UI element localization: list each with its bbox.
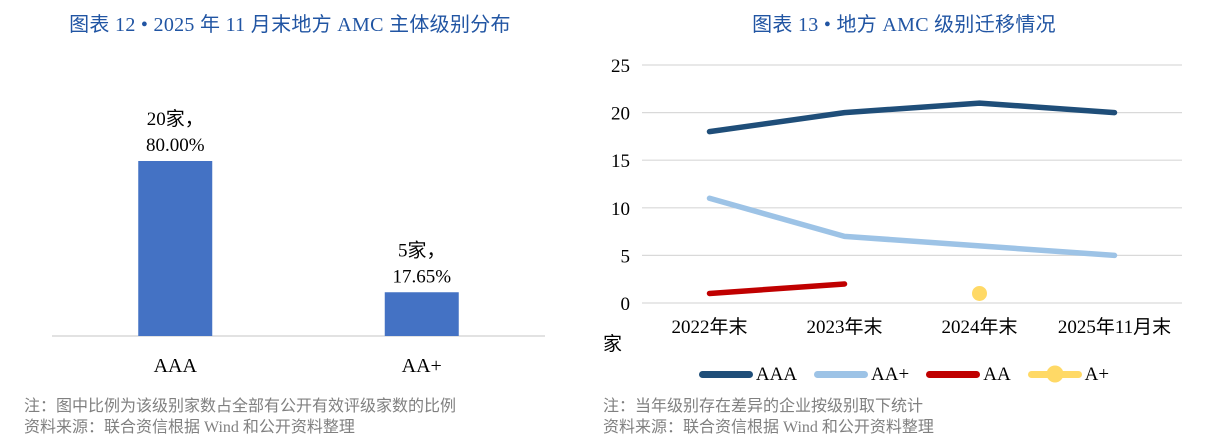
figure-13-source: 资料来源：联合资信根据 Wind 和公开资料整理 xyxy=(603,419,934,436)
bar-value-label: 5家， xyxy=(398,239,446,261)
legend-item-AA+: AA+ xyxy=(814,365,909,384)
bar-percent-label: 80.00% xyxy=(146,135,205,156)
x-axis-category-label: 2024年末 xyxy=(941,316,1017,338)
legend-label: AA+ xyxy=(871,363,910,385)
legend-label: A+ xyxy=(1084,363,1110,385)
figure-12-title: 图表 12 • 2025 年 11 月末地方 AMC 主体级别分布 xyxy=(69,14,511,36)
legend-item-AA: AA xyxy=(926,363,1011,385)
series-line-AA xyxy=(706,281,848,297)
x-axis-category-label: 2022年末 xyxy=(671,316,747,338)
x-axis-category-label: 2023年末 xyxy=(806,316,882,338)
y-axis-tick-label: 20 xyxy=(611,104,630,125)
legend-item-A+: A+ xyxy=(1027,363,1110,385)
figure-13-legend: AAA AA+ AA A+ xyxy=(600,360,1208,388)
bar-AA+ xyxy=(384,292,459,336)
y-axis-tick-label: 10 xyxy=(611,199,630,220)
bar-percent-label: 17.65% xyxy=(392,266,451,287)
legend-label: AA xyxy=(983,363,1011,385)
figure-12-note: 注：图中比例为该级别家数占全部有公开有效评级家数的比例 xyxy=(24,398,457,415)
legend-swatch-A+ xyxy=(1027,365,1082,383)
y-axis-tick-label: 0 xyxy=(621,294,631,315)
x-axis-category-label: AAA xyxy=(154,355,198,377)
figure-12-bar-chart: 20家， 80.00% AAA 5家， 17.65% AA+ xyxy=(52,108,545,377)
y-axis-unit-label: 家 xyxy=(603,333,622,355)
legend-item-AAA: AAA xyxy=(698,363,798,385)
figure-13-note: 注：当年级别存在差异的企业按级别取下统计 xyxy=(603,398,924,415)
figure-13-title: 图表 13 • 地方 AMC 级别迁移情况 xyxy=(752,14,1056,36)
bar-value-label: 20家， xyxy=(147,108,204,130)
y-axis-tick-label: 15 xyxy=(611,151,630,172)
series-line-AAA xyxy=(706,100,1118,135)
legend-label: AAA xyxy=(755,363,798,385)
series-marker-A+ xyxy=(972,285,987,301)
figure-12-panel: 图表 12 • 2025 年 11 月末地方 AMC 主体级别分布 20家， 80… xyxy=(0,0,580,442)
legend-swatch-AA xyxy=(926,370,981,378)
x-axis-category-label: 2025年11月末 xyxy=(1058,316,1171,338)
y-axis-tick-label: 5 xyxy=(621,246,631,267)
figure-13-panel: 图表 13 • 地方 AMC 级别迁移情况 0 5 10 15 20 25 2022年末 20… xyxy=(600,0,1208,442)
bar-AAA xyxy=(138,161,213,336)
y-axis-tick-label: 25 xyxy=(611,56,630,77)
x-axis-category-label: AA+ xyxy=(402,355,442,377)
legend-swatch-AA+ xyxy=(814,370,869,378)
figure-13-notes: 注：当年级别存在差异的企业按级别取下统计 资料来源：联合资信根据 Wind 和公… xyxy=(603,396,934,438)
figure-12-notes: 注：图中比例为该级别家数占全部有公开有效评级家数的比例 资料来源：联合资信根据 … xyxy=(24,396,456,438)
series-line-AA+ xyxy=(706,195,1118,259)
figure-12-source: 资料来源：联合资信根据 Wind 和公开资料整理 xyxy=(24,419,355,436)
legend-marker-dot-A+ xyxy=(1046,365,1064,383)
legend-swatch-AAA xyxy=(698,370,753,378)
